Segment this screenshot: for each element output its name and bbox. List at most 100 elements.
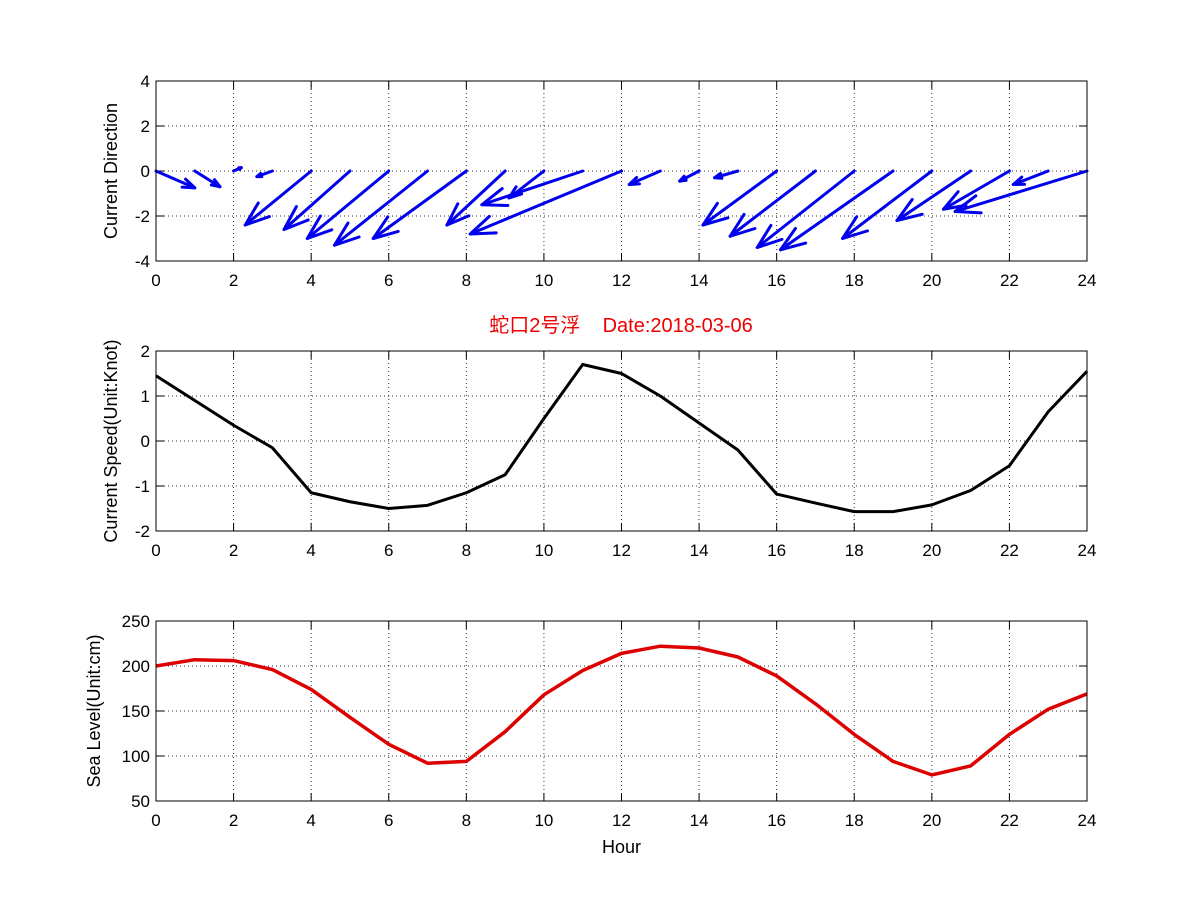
current-arrow [779, 169, 895, 252]
x-tick-label: 2 [229, 271, 238, 290]
y-tick-label: 250 [122, 612, 150, 631]
y-tick-label: -2 [135, 207, 150, 226]
x-tick-label: 12 [612, 271, 631, 290]
x-tick-label: 12 [612, 541, 631, 560]
arrow-shaft [193, 169, 222, 189]
axes-frame [155, 350, 1088, 532]
current-arrow [841, 169, 934, 240]
x-tick-label: 4 [306, 541, 315, 560]
arrow-head [371, 215, 400, 240]
current-arrow [332, 169, 430, 247]
arrow-head [507, 185, 524, 200]
x-tick-label: 24 [1078, 541, 1097, 560]
arrow-head [701, 201, 730, 227]
figure-title: 蛇口2号浮 Date:2018-03-06 [489, 314, 752, 337]
arrow-head [841, 215, 869, 240]
arrow-head [237, 166, 243, 171]
arrow-shaft [755, 169, 856, 249]
y-tick-label: 1 [141, 387, 150, 406]
x-axis-label: Hour [602, 837, 641, 857]
arrow-shaft [480, 169, 585, 207]
y-tick-label: -2 [135, 522, 150, 541]
y-tick-label: 150 [122, 702, 150, 721]
current-arrow [445, 169, 507, 227]
arrow-shaft [332, 169, 430, 247]
arrow-shaft [243, 169, 313, 227]
x-tick-label: 10 [534, 541, 553, 560]
arrow-shaft [779, 169, 895, 252]
x-tick-label: 2 [229, 811, 238, 830]
y-axis-label: Sea Level(Unit:cm) [84, 634, 104, 787]
x-tick-label: 22 [1000, 811, 1019, 830]
x-tick-label: 16 [767, 271, 786, 290]
current-arrow [678, 169, 701, 183]
arrow-head [755, 223, 784, 249]
current-arrow [713, 169, 740, 180]
y-tick-label: -1 [135, 477, 150, 496]
x-tick-label: 0 [151, 811, 160, 830]
x-tick-label: 6 [384, 541, 393, 560]
arrow-shaft [841, 169, 934, 240]
current-arrow [154, 169, 197, 190]
y-tick-label: 50 [131, 792, 150, 811]
arrow-head [209, 178, 222, 189]
arrow-shaft [941, 169, 1011, 211]
y-tick-label: 2 [141, 117, 150, 136]
x-tick-label: 8 [462, 271, 471, 290]
x-tick-label: 16 [767, 811, 786, 830]
x-tick-label: 8 [462, 541, 471, 560]
x-tick-label: 14 [690, 811, 709, 830]
x-tick-label: 22 [1000, 271, 1019, 290]
arrow-head [627, 176, 641, 186]
arrow-head [728, 212, 757, 238]
arrow-shaft [468, 169, 623, 236]
arrow-head [1011, 175, 1027, 186]
arrow-shaft [445, 169, 507, 227]
x-tick-label: 20 [922, 811, 941, 830]
arrow-head [305, 214, 334, 240]
arrow-shaft [728, 169, 817, 238]
arrow-head [953, 194, 983, 215]
x-tick-label: 20 [922, 271, 941, 290]
x-tick-label: 18 [845, 271, 864, 290]
arrow-shaft [895, 169, 973, 222]
current-arrow [480, 169, 585, 207]
current-speed-line [155, 363, 1089, 514]
y-tick-label: 200 [122, 657, 150, 676]
arrow-head [678, 174, 688, 183]
x-tick-label: 18 [845, 811, 864, 830]
y-tick-label: -4 [135, 252, 150, 271]
x-tick-label: 0 [151, 271, 160, 290]
y-axis-label: Current Speed(Unit:Knot) [101, 339, 121, 542]
current-arrow [755, 169, 856, 249]
current-arrow [243, 169, 313, 227]
sea-level-line [155, 644, 1088, 777]
arrow-head [941, 190, 968, 211]
x-tick-label: 14 [690, 271, 709, 290]
y-axis-label: Current Direction [101, 103, 121, 239]
arrow-shaft [154, 169, 197, 190]
current-arrow [468, 169, 623, 236]
arrow-head [713, 171, 724, 180]
x-tick-label: 4 [306, 811, 315, 830]
x-tick-label: 24 [1078, 811, 1097, 830]
x-tick-label: 20 [922, 541, 941, 560]
arrow-shaft [627, 169, 662, 186]
current-arrow [282, 169, 352, 231]
current-arrow [941, 169, 1011, 211]
arrow-head [468, 214, 498, 236]
current-arrow [1011, 169, 1050, 186]
arrow-head [180, 177, 197, 190]
current-arrow [255, 169, 274, 179]
current-arrow [232, 166, 243, 173]
arrow-shaft [305, 169, 391, 240]
x-tick-label: 0 [151, 541, 160, 560]
current-arrow [193, 169, 222, 189]
y-tick-label: 100 [122, 747, 150, 766]
arrow-head [480, 187, 510, 207]
x-tick-label: 6 [384, 811, 393, 830]
current-arrow [953, 169, 1089, 215]
